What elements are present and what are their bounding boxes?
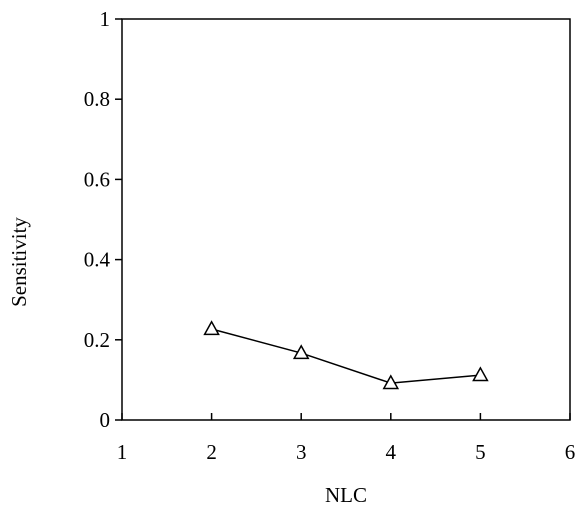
x-axis-title: NLC xyxy=(325,483,367,507)
y-axis-title: Sensitivity xyxy=(7,217,31,307)
x-tick-label: 2 xyxy=(206,440,217,464)
data-point-marker xyxy=(382,374,400,390)
data-point-marker xyxy=(292,344,310,360)
data-point-marker xyxy=(472,366,489,382)
x-tick-label: 4 xyxy=(386,440,397,464)
x-tick-label: 3 xyxy=(296,440,307,464)
y-tick-label: 0.4 xyxy=(84,248,111,272)
x-tick-label: 1 xyxy=(117,440,128,464)
y-tick-label: 0.6 xyxy=(84,167,110,191)
series-line xyxy=(211,328,481,384)
series-layer xyxy=(203,320,489,390)
y-tick-label: 0.2 xyxy=(84,328,110,352)
y-axis-ticks: 0 0.2 0.4 0.6 0.8 1 xyxy=(84,7,122,432)
x-axis-ticks: 1 2 3 4 5 6 xyxy=(117,413,576,464)
data-point-marker xyxy=(203,320,220,336)
x-tick-label: 6 xyxy=(565,440,576,464)
plot-area xyxy=(121,18,571,421)
x-tick-label: 5 xyxy=(475,440,486,464)
y-tick-label: 0 xyxy=(100,408,111,432)
y-tick-label: 1 xyxy=(100,7,111,31)
y-tick-label: 0.8 xyxy=(84,87,110,111)
